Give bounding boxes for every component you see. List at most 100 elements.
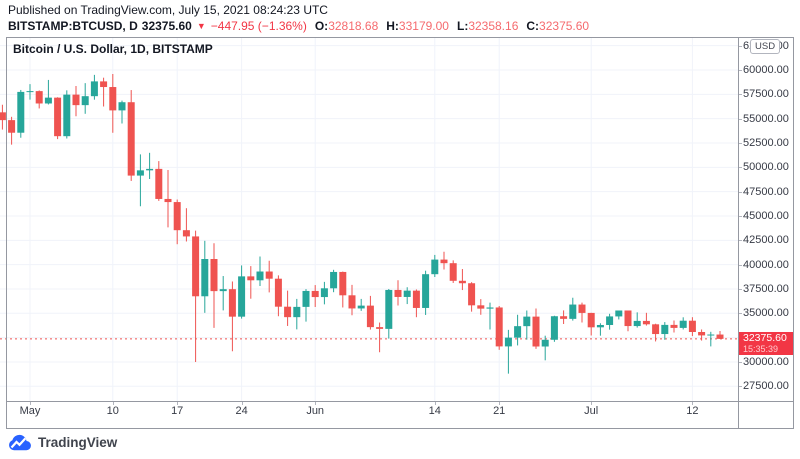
candle-may-18 (182, 208, 190, 242)
y-axis-tick-label: 55000.00 (743, 112, 789, 125)
candle-may-15 (155, 161, 163, 201)
candle-jun-26 (541, 335, 549, 361)
time-axis[interactable]: May 10 17 24 Jun 14 21 Jul 12 (0, 401, 793, 428)
x-axis-tick-mark (692, 401, 694, 405)
candle-may-9 (100, 77, 108, 107)
candle-jul-8 (652, 323, 660, 342)
candle-jun-11 (403, 287, 411, 305)
tradingview-cloud-icon (9, 434, 31, 451)
candle-jun-21 (495, 306, 503, 350)
y-axis-tick-mark (738, 264, 742, 266)
x-axis-tick-label: Jun (306, 405, 325, 417)
candle-may-3 (44, 79, 52, 105)
x-axis-tick-mark (434, 401, 436, 405)
candle-jun-18 (468, 282, 476, 312)
candle-jun-30 (578, 302, 586, 323)
candle-jul-12 (688, 317, 696, 337)
chart-title-watermark: Bitcoin / U.S. Dollar, 1D, BITSTAMP (13, 42, 213, 56)
candle-jun-4 (339, 271, 347, 308)
candle-jul-5 (624, 310, 632, 332)
x-axis-tick-label: 12 (686, 405, 699, 417)
candle-may-21 (210, 243, 218, 328)
candle-jun-27 (550, 315, 558, 342)
candle-jul-1 (587, 312, 595, 336)
candle-jun-20 (486, 302, 494, 330)
candle-apr-30 (17, 89, 25, 138)
candle-jun-28 (560, 310, 568, 325)
currency-usd-button[interactable]: USD (750, 39, 781, 54)
candle-jun-24 (523, 310, 531, 340)
symbol-label: BITSTAMP:BTCUSD, D (8, 19, 138, 33)
y-axis-tick-mark (738, 94, 742, 96)
y-axis-tick-label: 30000.00 (743, 355, 789, 368)
candle-jul-2 (596, 323, 604, 336)
candle-jun-6 (357, 298, 365, 311)
candle-may-1 (26, 84, 34, 100)
candle-jun-1 (311, 285, 319, 307)
bar-countdown-timer: 15:35:39 (743, 344, 779, 354)
candle-may-27 (265, 260, 273, 293)
candle-jun-7 (366, 295, 374, 330)
candle-may-11 (118, 100, 126, 124)
candle-jun-29 (569, 297, 577, 321)
y-axis-tick-label: 27500.00 (743, 380, 789, 393)
x-axis-tick-label: 17 (171, 405, 184, 417)
candle-may-2 (35, 90, 43, 109)
x-axis-tick-mark (241, 401, 243, 405)
candle-may-7 (81, 83, 89, 114)
candles-svg[interactable] (0, 37, 738, 401)
y-axis-tick-mark (738, 215, 742, 217)
last-price: 32375.60 (141, 19, 192, 33)
x-axis-tick-mark (112, 401, 114, 405)
x-axis-tick-label: 24 (235, 405, 248, 417)
y-axis-tick-mark (738, 386, 742, 388)
candle-may-17 (173, 199, 181, 245)
candle-jun-17 (458, 269, 466, 291)
y-axis-tick-label: 35000.00 (743, 307, 789, 320)
y-axis-tick-mark (738, 167, 742, 169)
price-axis[interactable]: 62500.0060000.0057500.0055000.0052500.00… (738, 37, 799, 401)
candle-may-29 (284, 290, 292, 326)
candle-may-13 (136, 154, 144, 207)
candle-jul-3 (606, 313, 614, 330)
y-axis-tick-mark (738, 191, 742, 193)
x-axis-tick-label: Jul (584, 405, 599, 417)
candle-may-19 (192, 230, 200, 362)
last-price-axis-label: 32375.60 15:35:39 (739, 332, 793, 355)
x-axis-tick-mark (177, 401, 179, 405)
x-axis-tick-mark (499, 401, 501, 405)
candle-jul-6 (633, 312, 641, 328)
last-price-value: 32375.60 (743, 332, 787, 344)
candle-jul-13 (698, 329, 706, 341)
candle-may-24 (238, 265, 246, 319)
candle-may-6 (72, 86, 80, 117)
candle-jun-15 (440, 251, 448, 270)
y-axis-tick-label: 45000.00 (743, 209, 789, 222)
candle-may-26 (256, 256, 264, 286)
y-axis-tick-mark (738, 288, 742, 290)
candle-jun-19 (477, 299, 485, 315)
candle-apr-29 (8, 116, 16, 145)
y-axis-tick-mark (738, 240, 742, 242)
tradingview-logo-text: TradingView (38, 435, 118, 450)
candle-jul-10 (670, 320, 678, 333)
chart-plot-area[interactable] (0, 37, 738, 401)
y-axis-tick-mark (738, 361, 742, 363)
price-change: −447.95 (−1.36%) (210, 19, 307, 33)
candle-apr-28 (0, 104, 6, 130)
candle-may-28 (274, 275, 282, 317)
ohlc-high: H: 33179.00 (386, 19, 449, 33)
quote-line: BITSTAMP:BTCUSD, D 32375.60 ▼ −447.95 (−… (8, 19, 589, 33)
candle-jun-23 (514, 314, 522, 346)
tradingview-logo[interactable]: TradingView (7, 433, 117, 452)
candle-jul-14 (707, 331, 715, 347)
y-axis-tick-mark (738, 45, 742, 47)
candle-may-30 (293, 298, 301, 330)
candle-may-12 (127, 90, 135, 181)
y-axis-tick-mark (738, 70, 742, 71)
ohlc-open: O: 32818.68 (314, 19, 379, 33)
y-axis-tick-label: 37500.00 (743, 282, 789, 295)
candle-may-8 (90, 74, 98, 100)
candle-may-23 (228, 281, 236, 352)
